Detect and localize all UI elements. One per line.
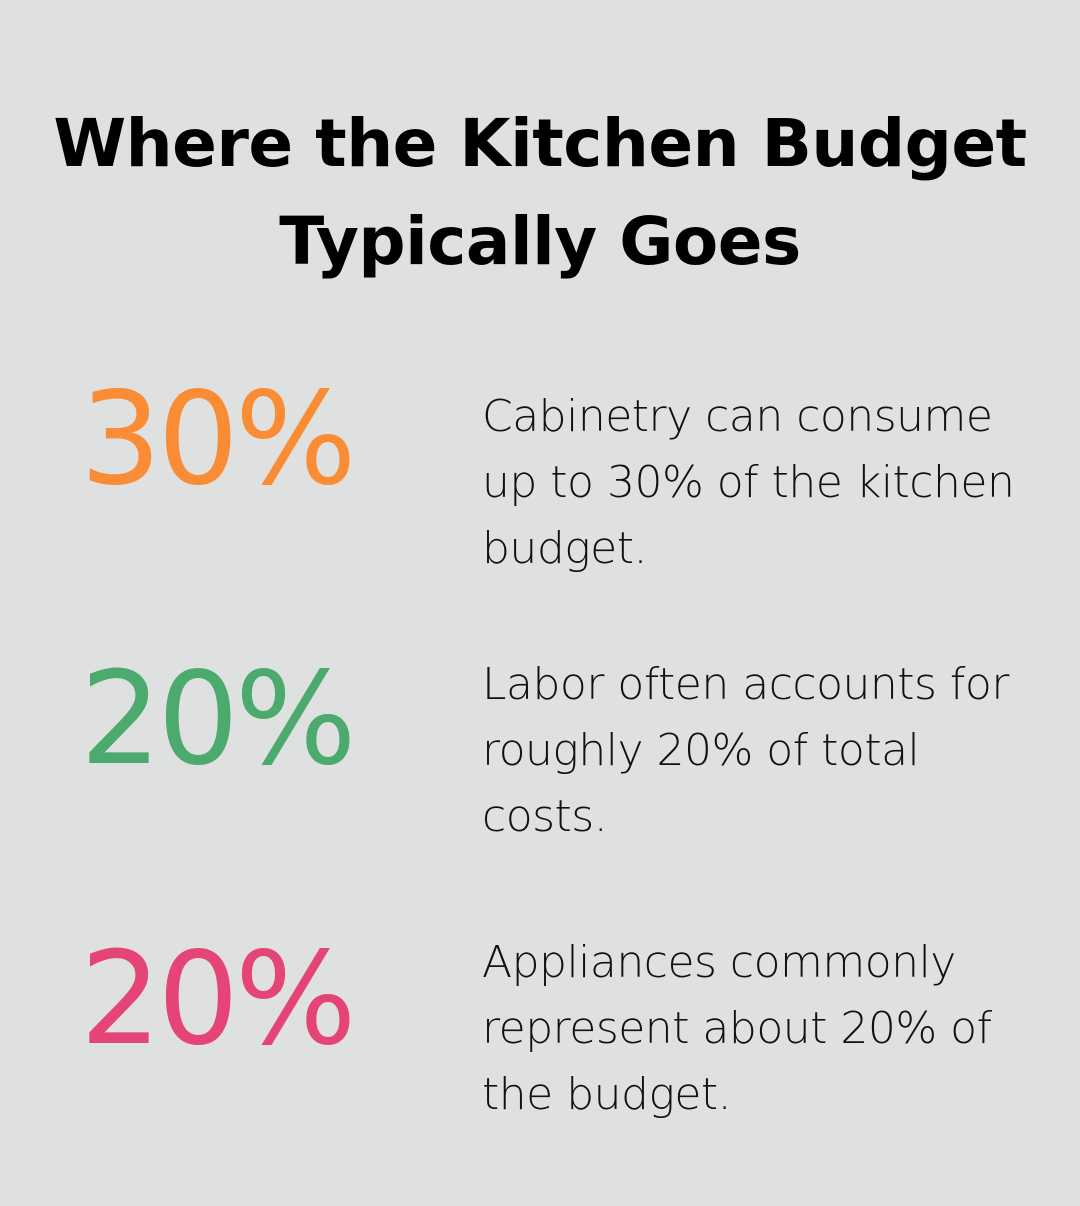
stat-description: Appliances commonly represent about 20% … (482, 937, 992, 1120)
page-title: Where the Kitchen Budget Typically Goes (53, 105, 1027, 280)
stat-row-cabinetry: 30% Cabinetry can consume up to 30% of t… (0, 340, 1080, 574)
stat-description: Labor often accounts for roughly 20% of … (482, 659, 1009, 842)
stat-value: 30% (80, 365, 357, 514)
stat-row-labor: 20% Labor often accounts for roughly 20%… (0, 620, 1080, 842)
stat-description: Cabinetry can consume up to 30% of the k… (482, 391, 1015, 574)
stat-row-appliances: 20% Appliances commonly represent about … (0, 900, 1080, 1120)
stat-value: 20% (80, 645, 357, 794)
stat-value: 20% (80, 925, 357, 1074)
